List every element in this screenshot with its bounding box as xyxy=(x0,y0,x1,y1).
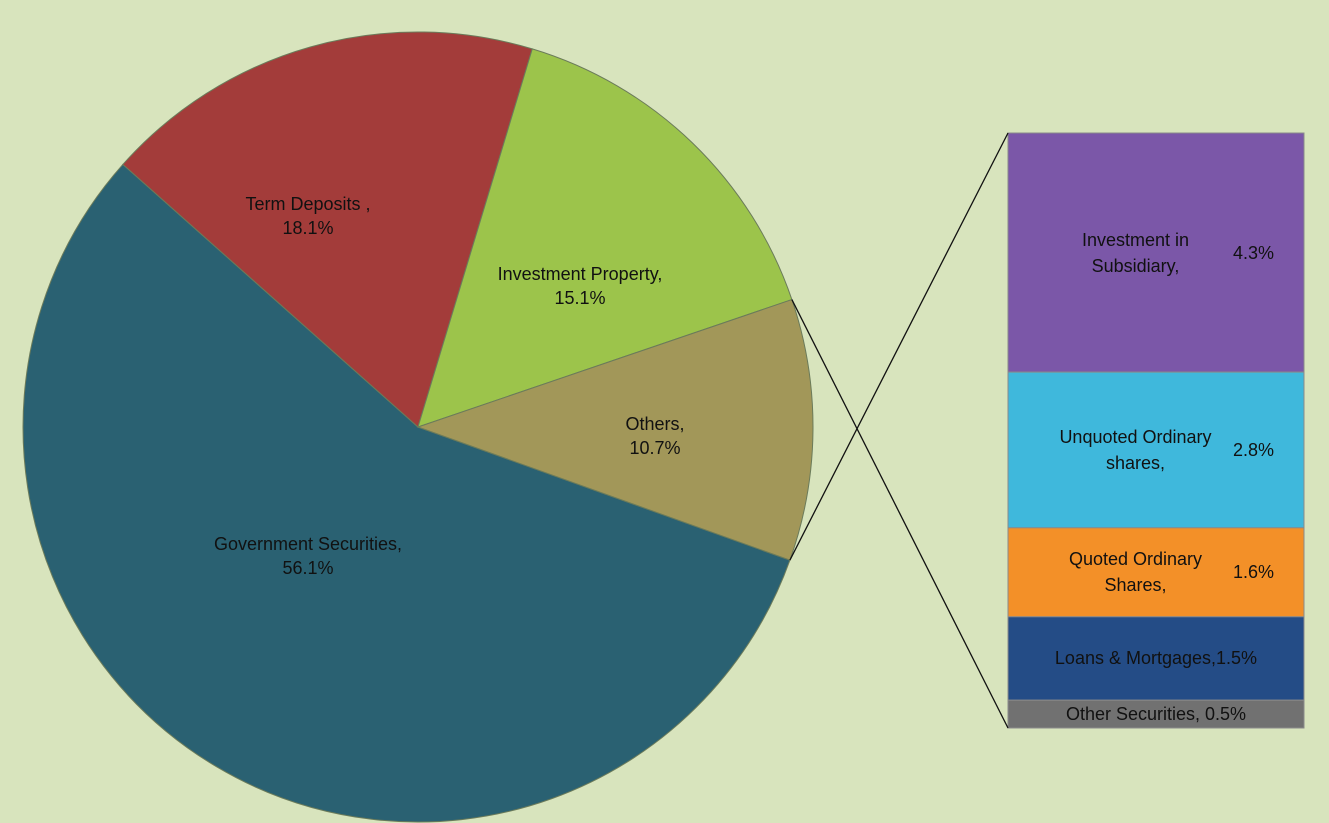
pie-slice xyxy=(417,48,793,428)
bar-label-part: Quoted Ordinary Shares, xyxy=(1068,549,1203,596)
bar-segment xyxy=(1007,132,1305,373)
slice-category: Investment Property, xyxy=(498,264,663,284)
bar-label-part: Other Securities, xyxy=(1065,704,1201,725)
slice-label: Investment Property, 15.1% xyxy=(498,264,663,308)
bar-label-part: 4.3% xyxy=(1232,242,1274,263)
bar-label-part: 1.5% xyxy=(1216,648,1258,669)
bar-label: Loans & Mortgages, 1.5% xyxy=(1008,617,1304,700)
bar-segment xyxy=(1007,616,1305,701)
pie-slice xyxy=(22,163,791,823)
bar-segment xyxy=(1007,527,1305,618)
bar-label-part: 0.5% xyxy=(1205,704,1247,725)
slice-label: Government Securities, 56.1% xyxy=(214,534,402,578)
bar-label: Investment in Subsidiary, 4.3% xyxy=(1008,133,1304,372)
bar-label: Other Securities, 0.5% xyxy=(1008,700,1304,728)
bar-label-part: 2.8% xyxy=(1232,439,1274,460)
slice-label: Others, 10.7% xyxy=(625,414,684,458)
slice-value: 15.1% xyxy=(554,288,605,308)
bar-label-part: Loans & Mortgages, xyxy=(1054,648,1217,669)
bar-label-part: Unquoted Ordinary shares, xyxy=(1059,426,1212,473)
slice-label: Term Deposits , 18.1% xyxy=(245,194,370,238)
pie-slice xyxy=(416,298,814,561)
slice-value: 56.1% xyxy=(282,558,333,578)
connector-line xyxy=(791,299,1009,729)
slice-value: 18.1% xyxy=(282,218,333,238)
slice-category: Government Securities, xyxy=(214,534,402,554)
slice-category: Others, xyxy=(625,414,684,434)
slice-value: 10.7% xyxy=(629,438,680,458)
connector-line xyxy=(789,132,1009,561)
pie-slice xyxy=(122,31,533,428)
bar-label: Quoted Ordinary Shares, 1.6% xyxy=(1008,528,1304,617)
bar-label: Unquoted Ordinary shares, 2.8% xyxy=(1008,372,1304,528)
slice-category: Term Deposits , xyxy=(245,194,370,214)
bar-segment xyxy=(1007,699,1305,729)
bar-label-part: 1.6% xyxy=(1232,562,1274,583)
bar-label-part: Investment in Subsidiary, xyxy=(1081,229,1190,276)
